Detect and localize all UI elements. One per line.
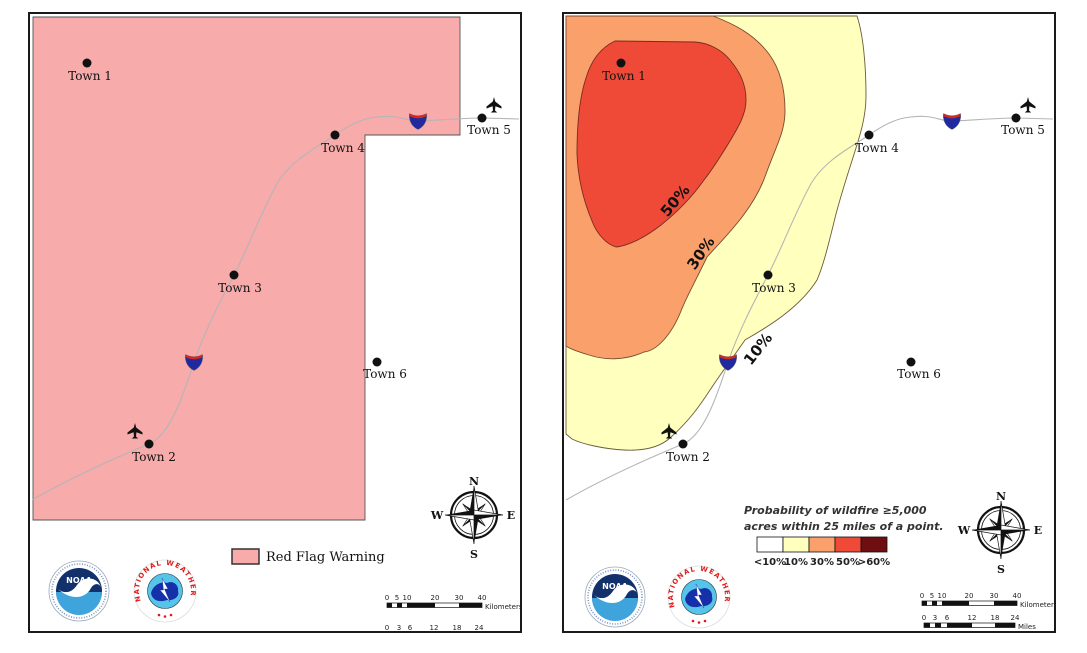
mi-tick: 0 (922, 614, 926, 622)
legend-label-lt10: <10% (754, 557, 786, 568)
wildfire-probability-map-canvas: 50% 30% 10% Town 1 Town 2 Town 3 Town 4 … (565, 15, 1054, 631)
interstate-road (565, 115, 1054, 501)
compass-label-w: W (957, 524, 971, 537)
compass-rose: N S E W (957, 490, 1042, 576)
km-tick: 10 (403, 594, 412, 602)
town-dot-2 (678, 439, 688, 449)
mi-tick: 12 (430, 624, 439, 631)
km-tick: 40 (1013, 592, 1022, 600)
km-tick: 30 (990, 592, 999, 600)
red-flag-legend-swatch (231, 548, 260, 565)
mi-tick: 6 (408, 624, 413, 631)
legend-label-10: 10% (784, 557, 808, 568)
km-tick: 5 (930, 592, 934, 600)
km-tick: 30 (455, 594, 464, 602)
town-dot-4 (864, 130, 874, 140)
km-unit-label: Kilometers (485, 603, 520, 611)
town-label-1: Town 1 (602, 69, 646, 83)
mi-tick: 18 (991, 614, 1000, 622)
km-tick: 20 (965, 592, 974, 600)
town-label-4: Town 4 (321, 141, 365, 155)
km-tick: 40 (478, 594, 487, 602)
km-tick: 0 (920, 592, 924, 600)
noaa-logo (584, 566, 646, 628)
town-label-5: Town 5 (1001, 123, 1045, 137)
town-label-3: Town 3 (218, 281, 262, 295)
airplane-icon (486, 97, 502, 113)
town-label-2: Town 2 (666, 450, 710, 464)
town-dot-3 (229, 270, 239, 280)
red-flag-warning-area (32, 16, 461, 521)
mi-tick: 6 (945, 614, 950, 622)
nws-logo (666, 564, 732, 629)
km-tick: 0 (385, 594, 389, 602)
town-dot-6 (906, 357, 916, 367)
contour-area-50pct (576, 40, 747, 248)
compass-rose: N S E W (430, 475, 515, 561)
km-tick: 10 (938, 592, 947, 600)
mi-tick: 0 (385, 624, 389, 631)
scalebar-kilometers: 0 5 10 20 30 40 Kilometers (385, 594, 520, 611)
probability-legend: Probability of wildfire ≥5,000 acres wit… (744, 504, 944, 568)
town-dot-5 (477, 113, 487, 123)
compass-label-n: N (996, 490, 1006, 503)
mi-tick: 3 (397, 624, 401, 631)
compass-label-s: S (997, 563, 1005, 576)
town-dot-4 (330, 130, 340, 140)
km-unit-label: Kilometers (1020, 601, 1054, 609)
mi-tick: 3 (933, 614, 937, 622)
probability-legend-title-line1: Probability of wildfire ≥5,000 (744, 504, 927, 517)
legend-swatch-50 (834, 536, 862, 553)
interstate-shield-icon (942, 113, 962, 130)
scalebar-kilometers: 0 5 10 20 30 40 Kilometers (920, 592, 1054, 609)
legend-swatch-10 (782, 536, 810, 553)
scalebar-miles: 0 3 6 12 18 24 Miles (922, 614, 1036, 631)
scalebar-miles: 0 3 6 12 18 24 Miles (385, 624, 484, 631)
town-label-4: Town 4 (855, 141, 899, 155)
town-label-5: Town 5 (467, 123, 511, 137)
interstate-road (31, 115, 520, 501)
legend-label-30: 30% (810, 557, 834, 568)
legend-swatch-gt60 (860, 536, 888, 553)
town-dot-2 (144, 439, 154, 449)
town-dot-6 (372, 357, 382, 367)
town-dot-1 (616, 58, 626, 68)
red-flag-legend-label: Red Flag Warning (266, 550, 385, 565)
town-label-2: Town 2 (132, 450, 176, 464)
town-label-6: Town 6 (363, 367, 407, 381)
mi-tick: 12 (968, 614, 977, 622)
red-flag-warning-map-canvas: Town 1 Town 2 Town 3 Town 4 Town 5 Town … (31, 16, 520, 631)
compass-label-e: E (1034, 524, 1042, 537)
mi-unit-label: Miles (1018, 623, 1036, 631)
noaa-logo (48, 560, 110, 622)
legend-label-50: 50% (836, 557, 860, 568)
town-dot-3 (763, 270, 773, 280)
mi-tick: 24 (475, 624, 484, 631)
mi-tick: 18 (453, 624, 462, 631)
airplane-icon (1020, 97, 1036, 113)
km-tick: 20 (431, 594, 440, 602)
town-label-1: Town 1 (68, 69, 112, 83)
probability-legend-title-line2: acres within 25 miles of a point. (744, 520, 944, 533)
legend-label-gt60: >60% (858, 557, 890, 568)
km-tick: 5 (395, 594, 399, 602)
wildfire-probability-map: 50% 30% 10% Town 1 Town 2 Town 3 Town 4 … (562, 12, 1056, 633)
red-flag-warning-map: Town 1 Town 2 Town 3 Town 4 Town 5 Town … (28, 12, 522, 633)
compass-label-s: S (470, 548, 478, 561)
legend-swatch-lt10 (756, 536, 784, 553)
town-label-3: Town 3 (752, 281, 796, 295)
legend-swatch-30 (808, 536, 836, 553)
town-dot-5 (1011, 113, 1021, 123)
compass-label-w: W (430, 509, 444, 522)
town-label-6: Town 6 (897, 367, 941, 381)
compass-label-n: N (469, 475, 479, 488)
mi-tick: 24 (1011, 614, 1020, 622)
town-dot-1 (82, 58, 92, 68)
nws-logo (132, 558, 198, 623)
compass-label-e: E (507, 509, 515, 522)
